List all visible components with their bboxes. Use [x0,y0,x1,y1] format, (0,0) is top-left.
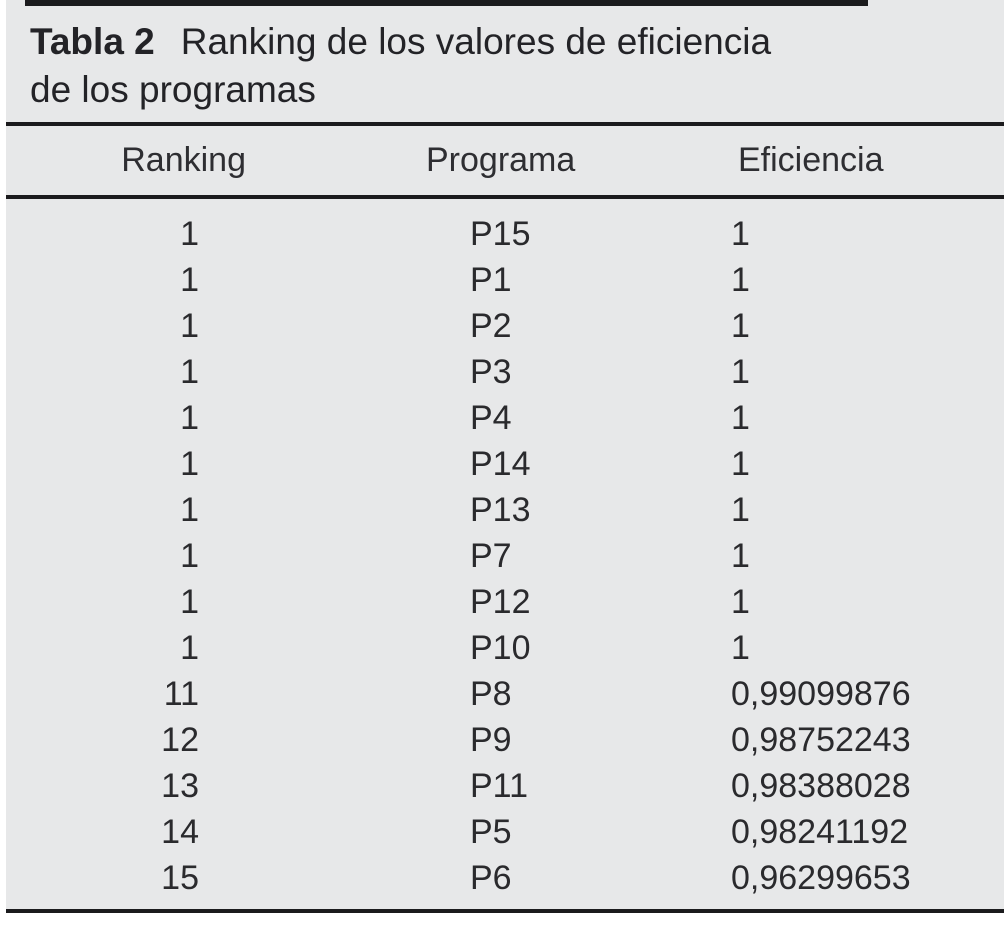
cell-eficiencia: 1 [731,398,750,437]
table-row: 15 P6 0,96299653 [6,855,1004,901]
cell-ranking: 1 [180,214,199,253]
cell-programa: P4 [470,398,512,437]
cell-eficiencia: 1 [731,444,750,483]
table-card: Tabla 2 Ranking de los valores de eficien… [6,0,1004,913]
cell-programa: P8 [470,674,512,713]
cell-eficiencia: 1 [731,490,750,529]
cell-eficiencia: 1 [731,628,750,667]
cell-ranking: 1 [180,398,199,437]
table-row: 1 P10 1 [6,625,1004,671]
cell-eficiencia: 1 [731,306,750,345]
cell-eficiencia: 0,99099876 [731,674,911,713]
cell-eficiencia: 1 [731,536,750,575]
caption-label: Tabla 2 [30,21,155,62]
cell-eficiencia: 1 [731,260,750,299]
cell-programa: P13 [470,490,531,529]
table-body: 1 P15 1 1 P1 1 1 P2 1 1 P3 1 1 P4 1 1 P14 1 1 P13 1 1 P7 1 1 P12 1… [6,203,1004,901]
cell-eficiencia: 1 [731,352,750,391]
cell-programa: P9 [470,720,512,759]
cell-programa: P14 [470,444,531,483]
table-row: 1 P4 1 [6,395,1004,441]
cell-ranking: 1 [180,444,199,483]
cell-ranking: 1 [180,490,199,529]
bottom-rule [6,909,1004,913]
header-ranking: Ranking [121,141,246,179]
header-programa: Programa [426,141,576,179]
table-row: 1 P3 1 [6,349,1004,395]
table-row: 1 P14 1 [6,441,1004,487]
cell-programa: P7 [470,536,512,575]
cell-ranking: 1 [180,306,199,345]
cell-programa: P3 [470,352,512,391]
cell-ranking: 1 [180,260,199,299]
table-row: 1 P2 1 [6,303,1004,349]
header-eficiencia: Eficiencia [738,141,884,179]
cell-programa: P10 [470,628,531,667]
cell-programa: P1 [470,260,512,299]
table-row: 13 P11 0,98388028 [6,763,1004,809]
cell-programa: P2 [470,306,512,345]
table-row: 1 P7 1 [6,533,1004,579]
table-row: 1 P13 1 [6,487,1004,533]
cell-ranking: 1 [180,582,199,621]
table-row: 1 P1 1 [6,257,1004,303]
cell-ranking: 1 [180,536,199,575]
cell-programa: P5 [470,812,512,851]
cell-eficiencia: 0,98752243 [731,720,911,759]
table-row: 1 P15 1 [6,211,1004,257]
table-row: 1 P12 1 [6,579,1004,625]
table-row: 11 P8 0,99099876 [6,671,1004,717]
table-caption: Tabla 2 Ranking de los valores de eficien… [6,0,1004,114]
cell-ranking: 11 [163,674,199,713]
cell-ranking: 15 [161,858,199,897]
cell-programa: P15 [470,214,531,253]
cell-eficiencia: 0,98241192 [731,812,909,851]
caption-title-line2: de los programas [30,69,316,110]
cell-ranking: 1 [180,628,199,667]
cell-ranking: 13 [161,766,199,805]
cell-eficiencia: 0,96299653 [731,858,911,897]
table-header-row: Ranking Programa Eficiencia [6,122,1004,199]
cell-eficiencia: 1 [731,214,750,253]
caption-title-line1: Ranking de los valores de eficiencia [180,21,772,62]
cell-ranking: 1 [180,352,199,391]
cell-ranking: 12 [161,720,199,759]
cell-eficiencia: 1 [731,582,750,621]
table-row: 14 P5 0,98241192 [6,809,1004,855]
cell-ranking: 14 [161,812,199,851]
cell-programa: P6 [470,858,512,897]
top-rule [25,0,868,6]
cell-eficiencia: 0,98388028 [731,766,911,805]
cell-programa: P12 [470,582,531,621]
table-row: 12 P9 0,98752243 [6,717,1004,763]
cell-programa: P11 [470,766,528,805]
